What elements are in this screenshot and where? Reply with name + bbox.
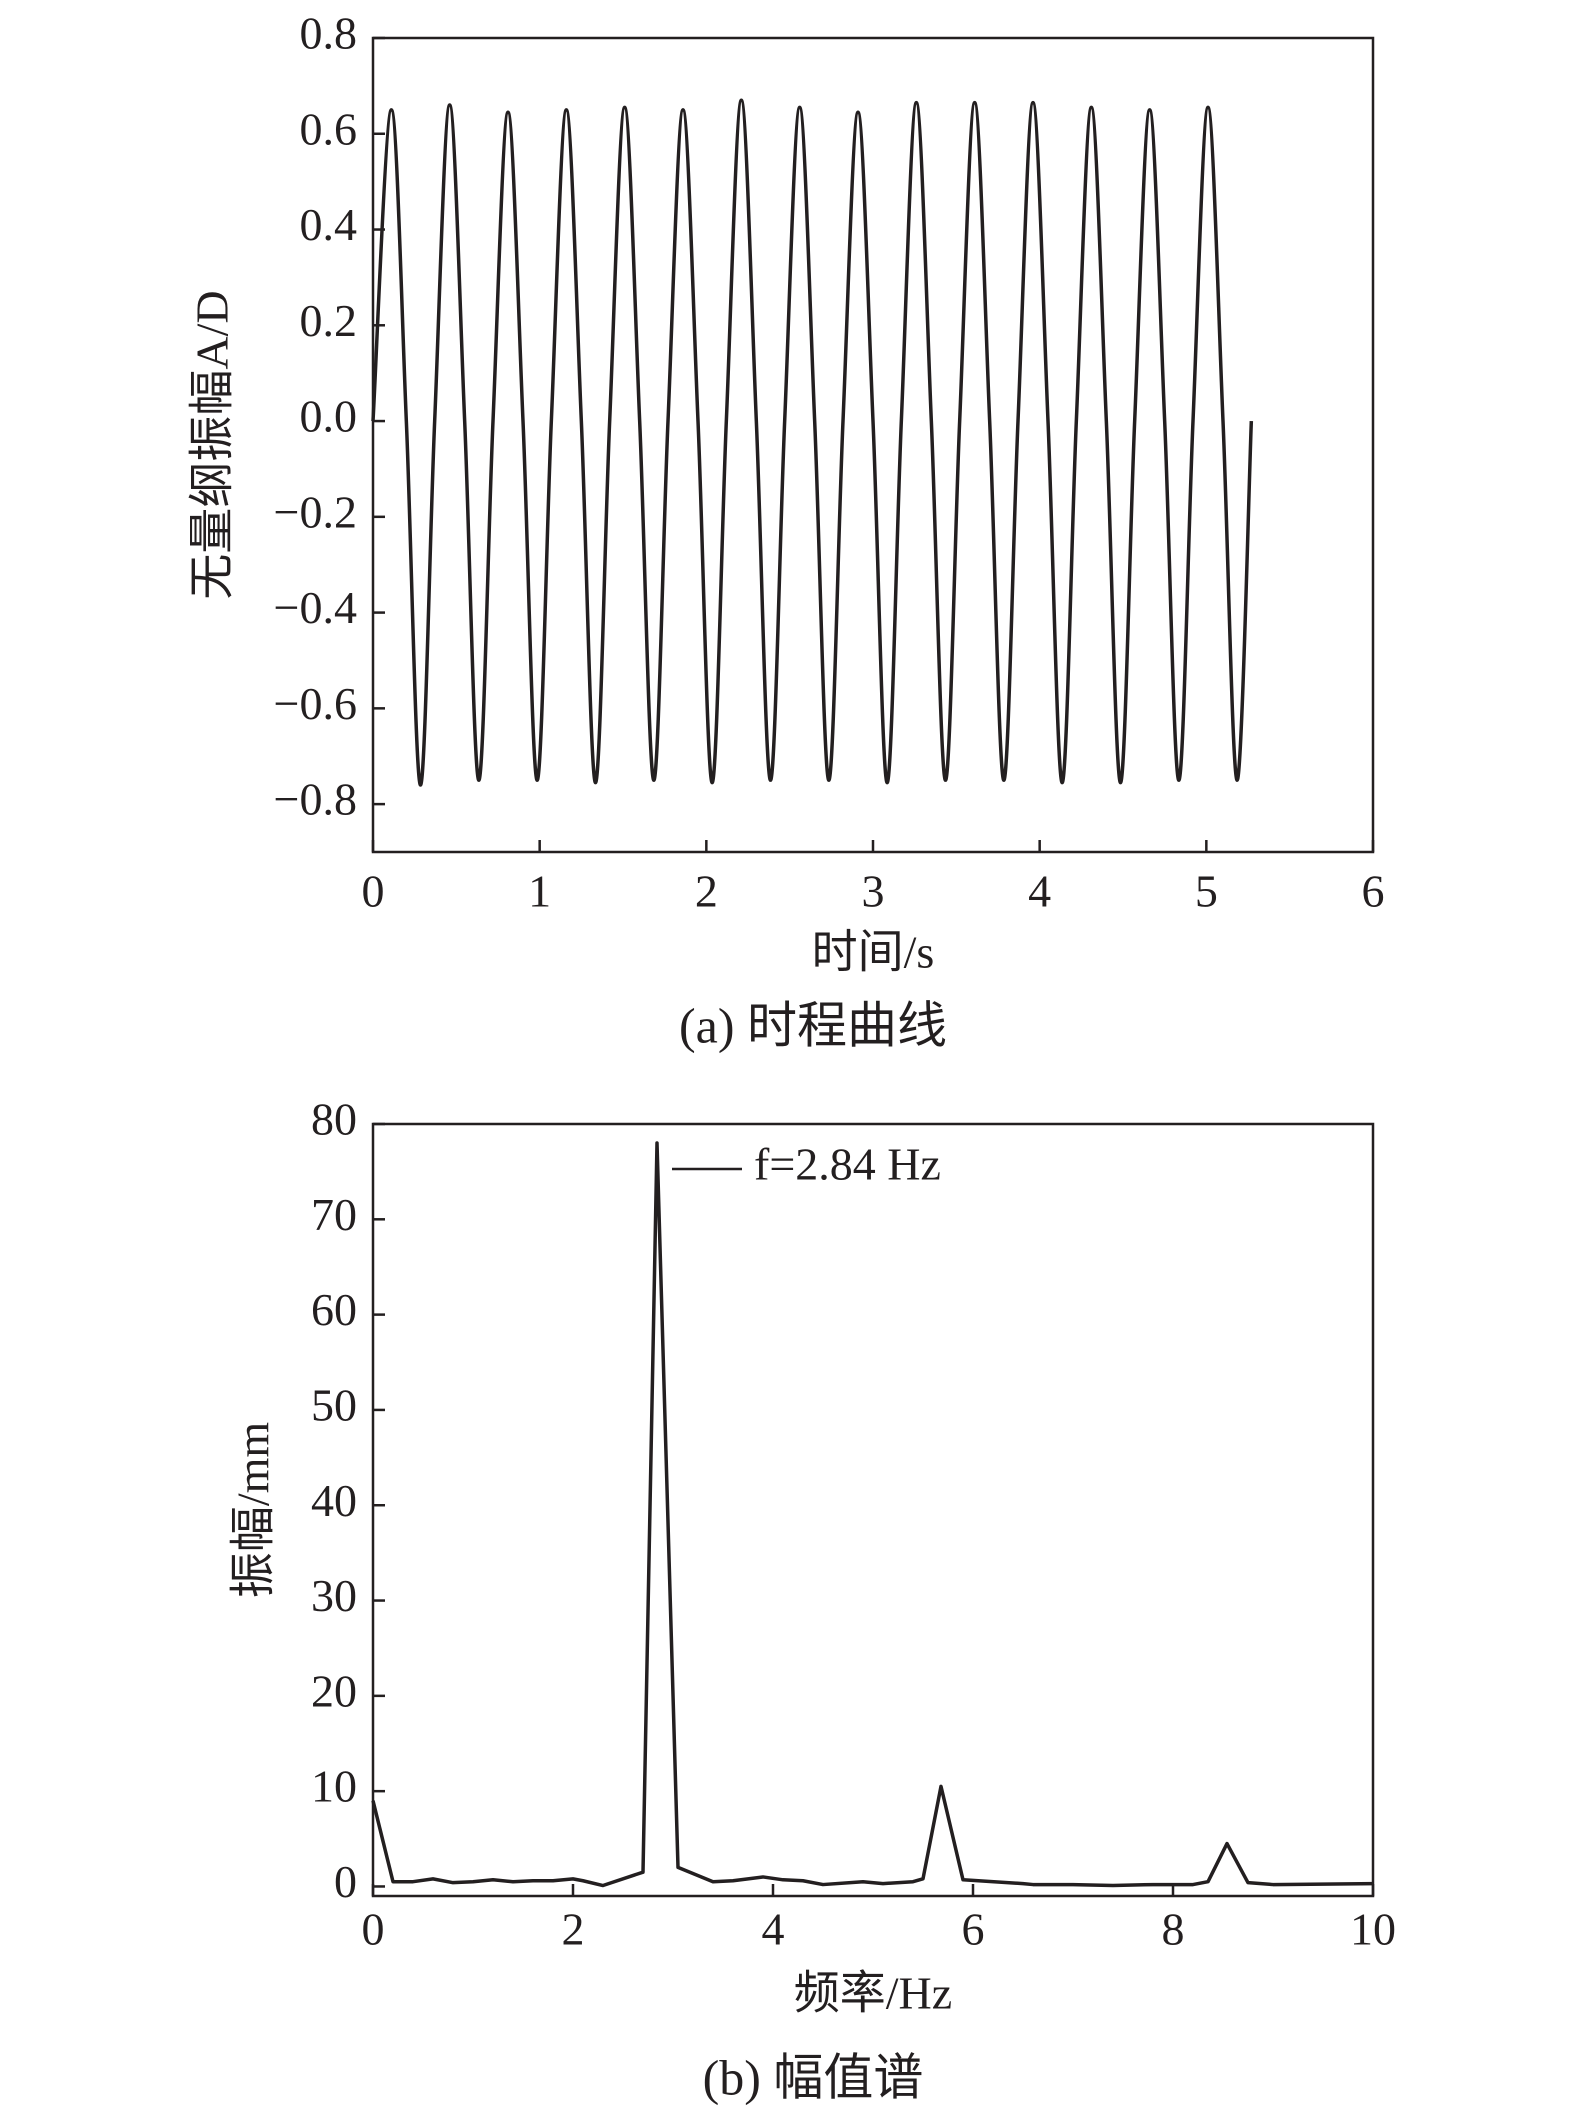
x-tick-label: 2 [562, 1904, 585, 1955]
y-tick-label: −0.6 [274, 678, 357, 729]
x-axis-title: 频率/Hz [794, 1968, 952, 2019]
data-line [371, 1141, 1374, 1888]
plot-frame [371, 1122, 1375, 1898]
y-tick-label: 0.0 [300, 391, 358, 442]
y-tick-label: −0.8 [274, 774, 357, 825]
y-tick-label: 80 [311, 1094, 357, 1145]
y-tick-label: −0.4 [274, 582, 357, 633]
y-tick-label: 0.2 [300, 295, 358, 346]
x-tick-label: 2 [695, 866, 718, 917]
y-tick-label: 10 [311, 1761, 357, 1812]
y-tick-label: 70 [311, 1189, 357, 1240]
data-line [371, 98, 1254, 787]
y-tick-label: 0.6 [300, 103, 358, 154]
x-axis-title: 时间/s [812, 927, 935, 978]
y-tick-label: 0.4 [300, 199, 358, 250]
caption: (b) 幅值谱 [703, 2049, 924, 2105]
x-tick-label: 6 [1362, 866, 1385, 917]
x-tick-label: 1 [528, 866, 551, 917]
y-tick-label: 50 [311, 1379, 357, 1430]
x-tick-label: 0 [362, 866, 385, 917]
x-tick-label: 4 [762, 1904, 785, 1955]
y-axis-title: 无量纲振幅A/D [187, 290, 238, 599]
x-tick-label: 4 [1028, 866, 1051, 917]
x-tick-label: 6 [962, 1904, 985, 1955]
annotation: f=2.84 Hz [754, 1139, 941, 1190]
y-axis-title: 振幅/mm [228, 1422, 279, 1599]
x-tick-label: 0 [362, 1904, 385, 1955]
y-tick-label: 20 [311, 1665, 357, 1716]
x-tick-label: 5 [1195, 866, 1218, 917]
x-tick-label: 8 [1162, 1904, 1185, 1955]
x-tick-label: 3 [862, 866, 885, 917]
y-tick-label: 0.8 [300, 8, 358, 59]
y-tick-label: 60 [311, 1284, 357, 1335]
y-tick-label: 0 [334, 1856, 357, 1907]
y-tick-label: −0.2 [274, 486, 357, 537]
caption: (a) 时程曲线 [679, 997, 947, 1053]
y-tick-label: 30 [311, 1570, 357, 1621]
y-tick-label: 40 [311, 1475, 357, 1526]
x-tick-label: 10 [1350, 1904, 1396, 1955]
